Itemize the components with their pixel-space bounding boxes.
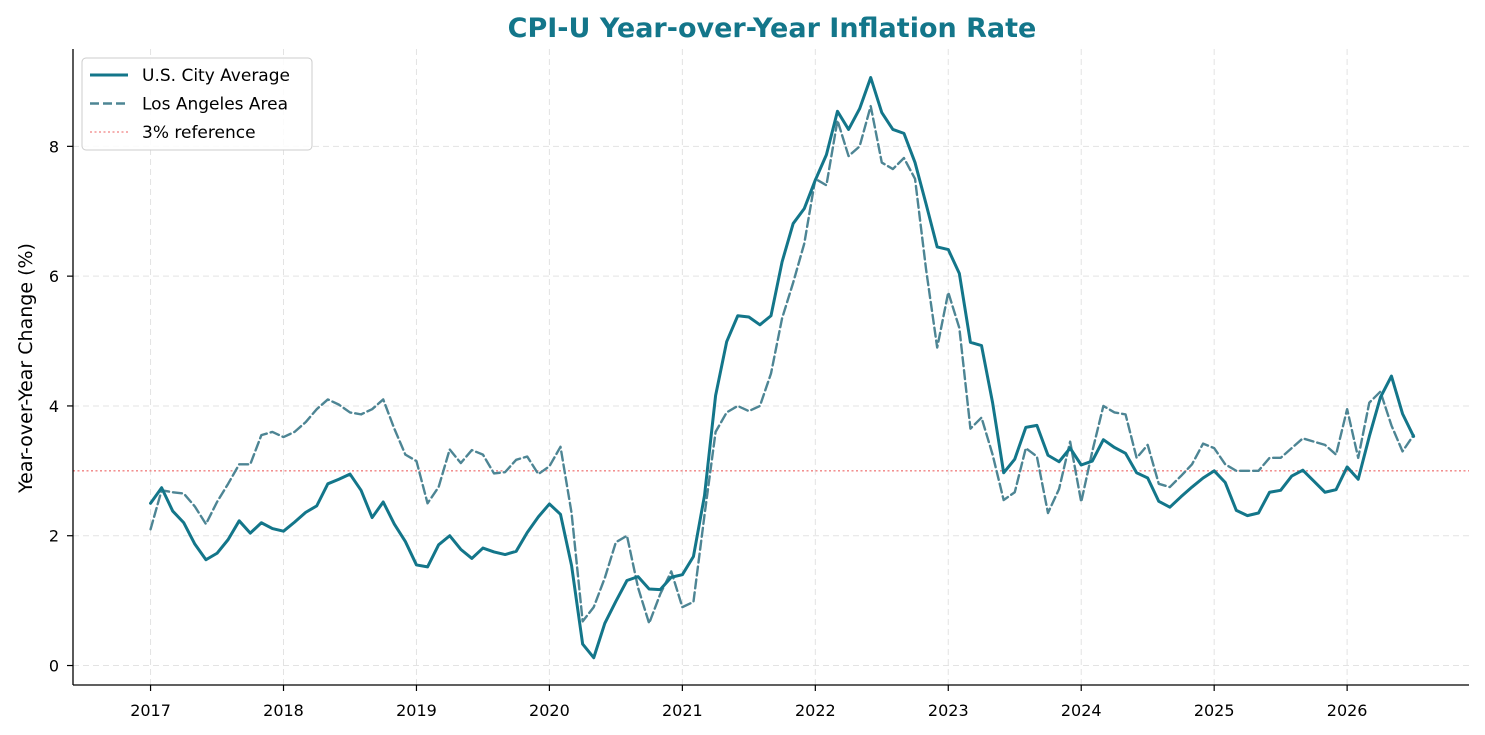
y-tick-label: 2 bbox=[49, 527, 59, 546]
legend-box bbox=[81, 57, 313, 151]
x-tick-label: 2026 bbox=[1327, 701, 1368, 720]
series-line-los-angeles-area bbox=[149, 104, 1415, 625]
y-tick-label: 4 bbox=[49, 397, 59, 416]
x-tick-label: 2024 bbox=[1061, 701, 1102, 720]
y-tick-label: 8 bbox=[49, 137, 59, 156]
x-tick-label: 2018 bbox=[263, 701, 304, 720]
axes: 2017 2018 2019 2020 2021 2022 2023 2024 2025 2026… bbox=[49, 49, 1469, 720]
y-tick-label: 6 bbox=[49, 267, 59, 286]
x-tick-label: 2025 bbox=[1194, 701, 1235, 720]
x-tick-label: 2022 bbox=[795, 701, 836, 720]
legend-label: Los Angeles Area bbox=[142, 95, 288, 115]
y-tick-label: 0 bbox=[49, 657, 59, 676]
x-tick-label: 2019 bbox=[396, 701, 437, 720]
legend-label: 3% reference bbox=[142, 123, 256, 143]
legend: U.S. City Average Los Angeles Area 3% refe… bbox=[81, 57, 313, 151]
grid bbox=[73, 49, 1469, 685]
x-tick-label: 2021 bbox=[662, 701, 703, 720]
series-line-us-city-average bbox=[149, 76, 1416, 660]
x-tick-label: 2017 bbox=[130, 701, 171, 720]
x-tick-label: 2020 bbox=[529, 701, 570, 720]
legend-label: U.S. City Average bbox=[142, 66, 290, 86]
y-axis-label: Year-over-Year Change (%) bbox=[15, 243, 37, 494]
x-tick-label: 2023 bbox=[928, 701, 969, 720]
series-group bbox=[149, 76, 1416, 660]
chart-title: CPI-U Year-over-Year Inflation Rate bbox=[508, 13, 1037, 44]
